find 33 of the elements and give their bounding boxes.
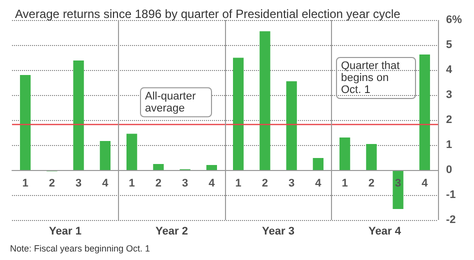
x-tick-label: 1: [22, 178, 28, 190]
y-tick-label: 3: [446, 89, 452, 101]
y-tick-label: 5: [446, 39, 452, 51]
y-tick-label: 0: [446, 164, 452, 176]
y-tick-label: 2: [446, 114, 452, 126]
text: Year 2: [156, 226, 188, 238]
text: Year 3: [262, 226, 294, 238]
x-tick-label: 1: [342, 178, 348, 190]
x-tick-label: 1: [128, 178, 135, 190]
text: Year 4: [368, 226, 402, 238]
text: Year 1: [49, 226, 82, 238]
text: Note: Fiscal years beginning Oct. 1: [10, 244, 150, 254]
y-tick-label: 4: [446, 64, 453, 76]
x-tick-label: 2: [155, 178, 162, 190]
x-tick-label: 2: [368, 178, 374, 190]
y-tick-label: -2: [446, 214, 456, 226]
x-tick-label: 4: [102, 178, 110, 190]
ref-line-label: All-quarter average: [145, 90, 199, 114]
y-tick-label: 1: [446, 139, 452, 151]
x-tick-label: 3: [288, 178, 295, 190]
x-tick-label: 4: [422, 178, 429, 190]
annotation: Quarter that begins on Oct. 1: [341, 60, 403, 96]
y-tick-label: 6%: [446, 14, 462, 26]
x-tick-label: 2: [48, 178, 55, 190]
x-tick-label: 1: [235, 178, 242, 190]
x-tick-label: 4: [208, 178, 216, 190]
x-tick-label: 3: [76, 178, 82, 190]
x-tick-label: 3: [395, 178, 402, 190]
x-tick-label: 4: [315, 178, 322, 190]
x-tick-label: 2: [262, 178, 268, 190]
y-tick-label: -1: [446, 189, 456, 201]
x-tick-label: 3: [182, 178, 188, 190]
chart-title: Average returns since 1896 by quarter of Presidential election year cycle: [15, 7, 401, 21]
